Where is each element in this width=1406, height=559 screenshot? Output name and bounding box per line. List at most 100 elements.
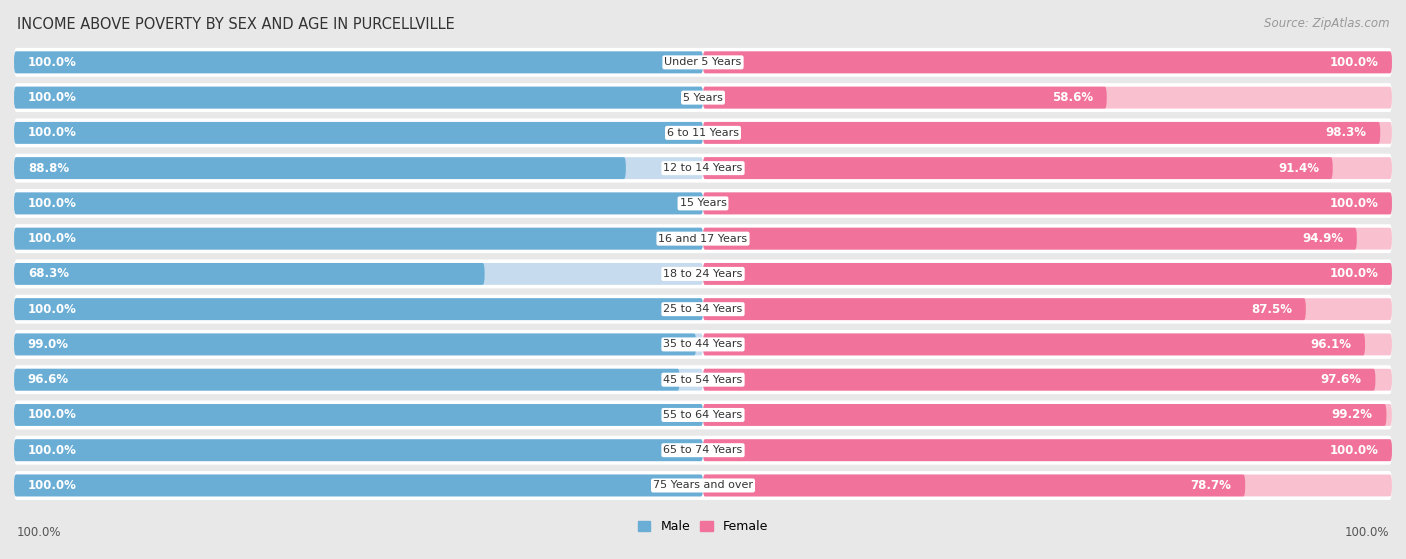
FancyBboxPatch shape (703, 228, 1357, 249)
FancyBboxPatch shape (14, 330, 1392, 359)
FancyBboxPatch shape (703, 87, 1392, 108)
Text: 96.1%: 96.1% (1310, 338, 1351, 351)
FancyBboxPatch shape (14, 334, 696, 356)
Text: 100.0%: 100.0% (28, 409, 77, 421)
Text: 6 to 11 Years: 6 to 11 Years (666, 128, 740, 138)
FancyBboxPatch shape (14, 192, 703, 214)
FancyBboxPatch shape (14, 263, 485, 285)
Text: 15 Years: 15 Years (679, 198, 727, 209)
Text: 87.5%: 87.5% (1251, 302, 1292, 316)
FancyBboxPatch shape (14, 87, 703, 108)
Text: 18 to 24 Years: 18 to 24 Years (664, 269, 742, 279)
FancyBboxPatch shape (14, 439, 703, 461)
FancyBboxPatch shape (703, 475, 1246, 496)
Text: 35 to 44 Years: 35 to 44 Years (664, 339, 742, 349)
Text: 58.6%: 58.6% (1052, 91, 1092, 104)
Text: 12 to 14 Years: 12 to 14 Years (664, 163, 742, 173)
FancyBboxPatch shape (14, 475, 703, 496)
Text: 100.0%: 100.0% (1329, 267, 1378, 281)
FancyBboxPatch shape (14, 51, 703, 73)
FancyBboxPatch shape (703, 192, 1392, 214)
FancyBboxPatch shape (14, 404, 703, 426)
FancyBboxPatch shape (14, 119, 1392, 148)
FancyBboxPatch shape (703, 51, 1392, 73)
Text: 100.0%: 100.0% (28, 479, 77, 492)
FancyBboxPatch shape (14, 299, 703, 320)
FancyBboxPatch shape (703, 87, 1107, 108)
FancyBboxPatch shape (703, 369, 1392, 391)
Text: 99.0%: 99.0% (28, 338, 69, 351)
FancyBboxPatch shape (14, 157, 626, 179)
FancyBboxPatch shape (703, 475, 1392, 496)
Text: 100.0%: 100.0% (1344, 527, 1389, 539)
FancyBboxPatch shape (14, 192, 703, 214)
FancyBboxPatch shape (14, 299, 703, 320)
Text: 100.0%: 100.0% (28, 91, 77, 104)
FancyBboxPatch shape (703, 263, 1392, 285)
FancyBboxPatch shape (14, 83, 1392, 112)
FancyBboxPatch shape (14, 228, 703, 249)
FancyBboxPatch shape (14, 404, 703, 426)
FancyBboxPatch shape (703, 369, 1375, 391)
Text: 100.0%: 100.0% (28, 126, 77, 139)
FancyBboxPatch shape (703, 263, 1392, 285)
Text: 25 to 34 Years: 25 to 34 Years (664, 304, 742, 314)
FancyBboxPatch shape (703, 157, 1392, 179)
FancyBboxPatch shape (703, 157, 1333, 179)
FancyBboxPatch shape (703, 439, 1392, 461)
FancyBboxPatch shape (703, 122, 1392, 144)
FancyBboxPatch shape (14, 400, 1392, 429)
FancyBboxPatch shape (14, 51, 703, 73)
FancyBboxPatch shape (14, 122, 703, 144)
Text: 65 to 74 Years: 65 to 74 Years (664, 445, 742, 455)
FancyBboxPatch shape (703, 192, 1392, 214)
FancyBboxPatch shape (703, 439, 1392, 461)
Text: 5 Years: 5 Years (683, 93, 723, 103)
FancyBboxPatch shape (14, 228, 703, 249)
FancyBboxPatch shape (703, 299, 1306, 320)
Text: 96.6%: 96.6% (28, 373, 69, 386)
Text: Under 5 Years: Under 5 Years (665, 58, 741, 67)
FancyBboxPatch shape (703, 299, 1392, 320)
Text: 100.0%: 100.0% (28, 232, 77, 245)
Legend: Male, Female: Male, Female (633, 515, 773, 538)
FancyBboxPatch shape (14, 365, 1392, 394)
FancyBboxPatch shape (14, 87, 703, 108)
FancyBboxPatch shape (703, 404, 1392, 426)
FancyBboxPatch shape (14, 471, 1392, 500)
FancyBboxPatch shape (703, 334, 1392, 356)
FancyBboxPatch shape (703, 228, 1392, 249)
FancyBboxPatch shape (14, 263, 703, 285)
Text: 88.8%: 88.8% (28, 162, 69, 174)
Text: 100.0%: 100.0% (28, 197, 77, 210)
FancyBboxPatch shape (14, 48, 1392, 77)
Text: 94.9%: 94.9% (1302, 232, 1343, 245)
Text: 78.7%: 78.7% (1191, 479, 1232, 492)
FancyBboxPatch shape (14, 369, 679, 391)
Text: 97.6%: 97.6% (1320, 373, 1361, 386)
FancyBboxPatch shape (14, 475, 703, 496)
Text: 100.0%: 100.0% (28, 302, 77, 316)
FancyBboxPatch shape (14, 436, 1392, 465)
Text: Source: ZipAtlas.com: Source: ZipAtlas.com (1264, 17, 1389, 30)
FancyBboxPatch shape (703, 51, 1392, 73)
FancyBboxPatch shape (14, 122, 703, 144)
FancyBboxPatch shape (703, 404, 1386, 426)
Text: 91.4%: 91.4% (1278, 162, 1319, 174)
Text: INCOME ABOVE POVERTY BY SEX AND AGE IN PURCELLVILLE: INCOME ABOVE POVERTY BY SEX AND AGE IN P… (17, 17, 454, 32)
Text: 100.0%: 100.0% (17, 527, 62, 539)
Text: 99.2%: 99.2% (1331, 409, 1372, 421)
Text: 16 and 17 Years: 16 and 17 Years (658, 234, 748, 244)
FancyBboxPatch shape (14, 259, 1392, 288)
FancyBboxPatch shape (14, 334, 703, 356)
FancyBboxPatch shape (14, 369, 703, 391)
Text: 100.0%: 100.0% (1329, 444, 1378, 457)
FancyBboxPatch shape (14, 439, 703, 461)
Text: 98.3%: 98.3% (1326, 126, 1367, 139)
Text: 100.0%: 100.0% (1329, 56, 1378, 69)
FancyBboxPatch shape (703, 122, 1381, 144)
FancyBboxPatch shape (14, 224, 1392, 253)
Text: 45 to 54 Years: 45 to 54 Years (664, 375, 742, 385)
FancyBboxPatch shape (14, 154, 1392, 183)
FancyBboxPatch shape (703, 334, 1365, 356)
